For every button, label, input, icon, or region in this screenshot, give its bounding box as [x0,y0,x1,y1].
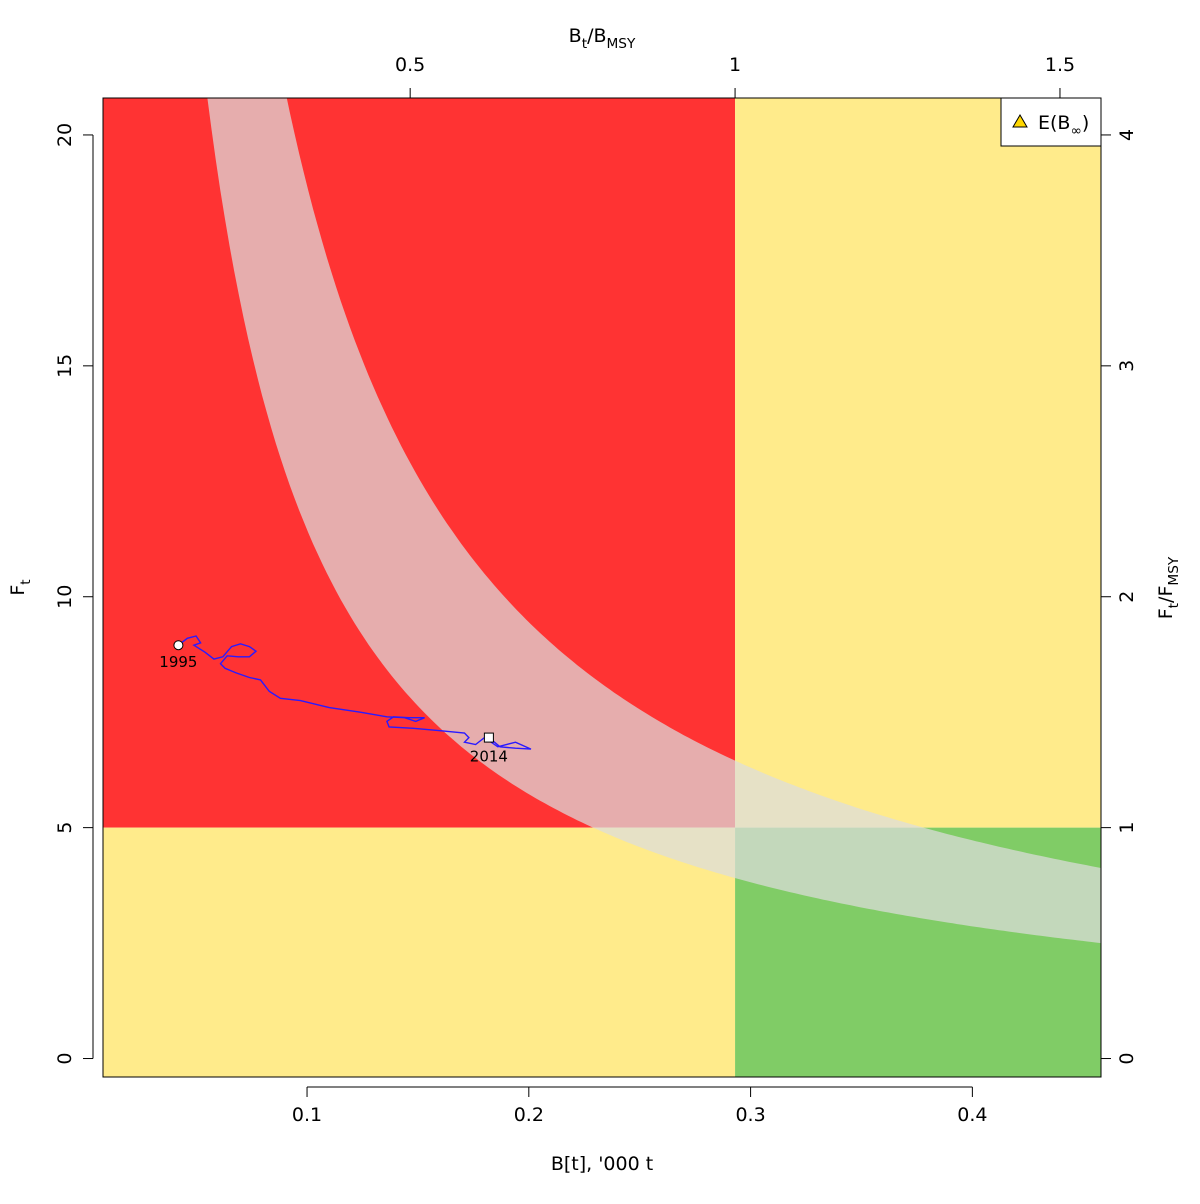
yellow-zone-upper [735,98,1101,828]
right-axis-title-part: F [1155,586,1177,597]
top-axis-title-part: B [593,25,606,47]
band-layer [207,98,1101,944]
x-axis-title: B[t], '000 t [551,1153,653,1175]
legend-label-part: ) [1082,112,1089,134]
y-tick-label: 5 [54,822,76,834]
legend: E(B∞) [1000,97,1102,147]
top-axis-title-part: MSY [607,36,636,52]
y-axis-title: Ft [7,579,34,596]
y-axis-title-part: F [7,585,29,596]
top-tick-label: 1.5 [1045,54,1075,76]
right-axis-title: Ft/FMSY [1155,556,1182,619]
y-tick-label: 10 [54,585,76,609]
end-point [483,732,494,743]
legend-label-part: ∞ [1070,123,1081,139]
top-tick-label: 1 [729,54,741,76]
x-tick-label: 0.1 [292,1104,322,1126]
y-tick-label: 20 [54,123,76,147]
start-point [173,640,184,651]
trajectory-layer: 1995 2014 [159,635,532,766]
legend-label-part: E(B [1038,112,1070,134]
right-axis-title-part: F [1155,608,1177,619]
y-tick-label: 15 [54,354,76,378]
x-tick-label: 0.4 [957,1104,987,1126]
y-axis-title-part: t [18,579,34,585]
right-axis-title-part: / [1155,596,1177,603]
right-tick-label: 3 [1116,360,1138,372]
x-tick-label: 0.2 [514,1104,544,1126]
end-year-label: 2014 [470,748,508,766]
top-axis-title-part: t [582,36,588,52]
start-year-label: 1995 [159,653,197,671]
right-tick-label: 0 [1116,1052,1138,1064]
triangle-icon [1012,114,1028,128]
top-tick-label: 0.5 [395,54,425,76]
x-tick-label: 0.3 [735,1104,765,1126]
right-tick-label: 2 [1116,591,1138,603]
y-tick-label: 0 [54,1052,76,1064]
top-axis-title: Bt/BMSY [569,25,636,52]
top-axis-title-part: / [587,25,594,47]
right-tick-label: 4 [1116,129,1138,141]
axes-layer: 0.1 0.2 0.3 0.4 0 5 10 15 20 0.5 1 1.5 0 1 2 3 4 [54,54,1138,1126]
legend-label: E(B∞) [1038,112,1089,139]
top-axis-title-part: B [569,25,582,47]
trajectory-line [177,635,532,750]
equilibrium-band [207,98,1101,944]
right-axis-title-part: MSY [1166,556,1182,585]
yellow-zone-lower [103,827,736,1077]
right-tick-label: 1 [1116,822,1138,834]
right-axis-title-part: t [1166,602,1182,608]
